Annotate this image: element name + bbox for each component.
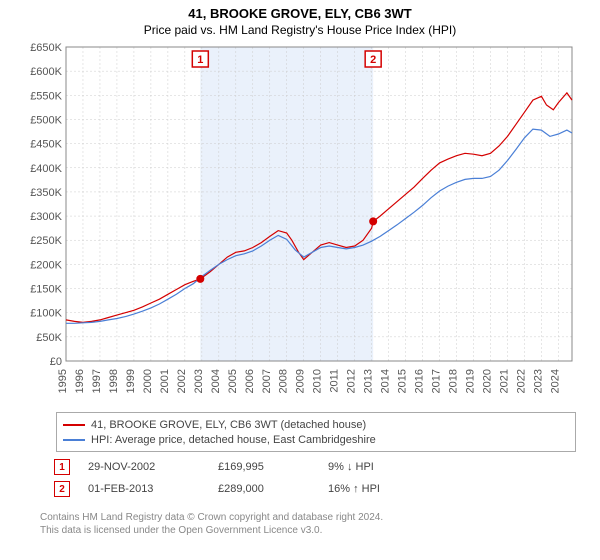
svg-text:£550K: £550K bbox=[30, 90, 62, 102]
svg-text:2003: 2003 bbox=[193, 369, 205, 393]
sale-marker-badge: 1 bbox=[54, 459, 70, 475]
svg-text:£350K: £350K bbox=[30, 187, 62, 199]
svg-text:2024: 2024 bbox=[549, 369, 561, 393]
sale-marker-table: 1 29-NOV-2002£169,9959% ↓ HPI 2 01-FEB-2013… bbox=[40, 456, 580, 500]
svg-text:£450K: £450K bbox=[30, 139, 62, 151]
svg-text:2014: 2014 bbox=[380, 369, 392, 393]
svg-text:£600K: £600K bbox=[30, 66, 62, 78]
sale-marker-date: 01-FEB-2013 bbox=[88, 483, 218, 495]
svg-text:2009: 2009 bbox=[295, 369, 307, 393]
footer-line-1: Contains HM Land Registry data © Crown c… bbox=[40, 512, 580, 525]
svg-text:1999: 1999 bbox=[125, 369, 137, 393]
svg-text:2023: 2023 bbox=[532, 369, 544, 393]
svg-text:2008: 2008 bbox=[278, 369, 290, 393]
legend-swatch bbox=[63, 424, 85, 426]
svg-text:£250K: £250K bbox=[30, 235, 62, 247]
sale-marker-price: £289,000 bbox=[218, 483, 328, 495]
svg-text:1995: 1995 bbox=[57, 369, 69, 393]
svg-text:£200K: £200K bbox=[30, 259, 62, 271]
chart-container: 41, BROOKE GROVE, ELY, CB6 3WT Price pai… bbox=[0, 0, 600, 560]
chart-subtitle: Price paid vs. HM Land Registry's House … bbox=[0, 21, 600, 41]
legend-item: 41, BROOKE GROVE, ELY, CB6 3WT (detached… bbox=[63, 417, 569, 432]
sale-marker-date: 29-NOV-2002 bbox=[88, 461, 218, 473]
svg-text:2006: 2006 bbox=[244, 369, 256, 393]
chart-title: 41, BROOKE GROVE, ELY, CB6 3WT bbox=[0, 0, 600, 21]
svg-text:2005: 2005 bbox=[227, 369, 239, 393]
svg-text:2015: 2015 bbox=[397, 369, 409, 393]
svg-text:1: 1 bbox=[197, 54, 203, 66]
svg-text:2004: 2004 bbox=[210, 369, 222, 393]
legend-label: 41, BROOKE GROVE, ELY, CB6 3WT (detached… bbox=[91, 419, 366, 431]
svg-text:2007: 2007 bbox=[261, 369, 273, 393]
legend-box: 41, BROOKE GROVE, ELY, CB6 3WT (detached… bbox=[56, 412, 576, 452]
sale-marker-row: 1 29-NOV-2002£169,9959% ↓ HPI bbox=[40, 456, 580, 478]
line-chart-svg: £0 £50K £100K £150K £200K £250K £300K £350K £400… bbox=[20, 41, 580, 401]
footer-line-2: This data is licensed under the Open Gov… bbox=[40, 525, 580, 538]
svg-text:2012: 2012 bbox=[346, 369, 358, 393]
svg-text:2011: 2011 bbox=[329, 369, 341, 393]
svg-text:1997: 1997 bbox=[91, 369, 103, 393]
footer-attribution: Contains HM Land Registry data © Crown c… bbox=[40, 512, 580, 537]
svg-text:2022: 2022 bbox=[515, 369, 527, 393]
svg-text:2017: 2017 bbox=[431, 369, 443, 393]
svg-text:2000: 2000 bbox=[142, 369, 154, 393]
svg-text:2: 2 bbox=[370, 54, 376, 66]
svg-text:2016: 2016 bbox=[414, 369, 426, 393]
sale-marker-row: 2 01-FEB-2013£289,00016% ↑ HPI bbox=[40, 478, 580, 500]
legend-swatch bbox=[63, 439, 85, 441]
svg-text:£400K: £400K bbox=[30, 163, 62, 175]
svg-text:2018: 2018 bbox=[448, 369, 460, 393]
sale-marker-pct: 16% ↑ HPI bbox=[328, 483, 448, 495]
svg-text:2021: 2021 bbox=[498, 369, 510, 393]
svg-text:2019: 2019 bbox=[465, 369, 477, 393]
svg-text:£650K: £650K bbox=[30, 42, 62, 54]
svg-text:£0: £0 bbox=[50, 356, 62, 368]
sale-marker-price: £169,995 bbox=[218, 461, 328, 473]
svg-text:2001: 2001 bbox=[159, 369, 171, 393]
svg-text:1996: 1996 bbox=[74, 369, 86, 393]
sale-marker-pct: 9% ↓ HPI bbox=[328, 461, 448, 473]
svg-text:£100K: £100K bbox=[30, 308, 62, 320]
svg-text:£300K: £300K bbox=[30, 211, 62, 223]
svg-text:2013: 2013 bbox=[363, 369, 375, 393]
svg-text:2020: 2020 bbox=[481, 369, 493, 393]
legend-item: HPI: Average price, detached house, East… bbox=[63, 432, 569, 447]
svg-text:£50K: £50K bbox=[36, 332, 62, 344]
svg-text:1998: 1998 bbox=[108, 369, 120, 393]
svg-text:2002: 2002 bbox=[176, 369, 188, 393]
svg-text:£500K: £500K bbox=[30, 114, 62, 126]
legend-label: HPI: Average price, detached house, East… bbox=[91, 434, 376, 446]
svg-text:£150K: £150K bbox=[30, 284, 62, 296]
svg-text:2010: 2010 bbox=[312, 369, 324, 393]
sale-marker-badge: 2 bbox=[54, 481, 70, 497]
chart-area: £0 £50K £100K £150K £200K £250K £300K £350K £400… bbox=[20, 41, 580, 401]
